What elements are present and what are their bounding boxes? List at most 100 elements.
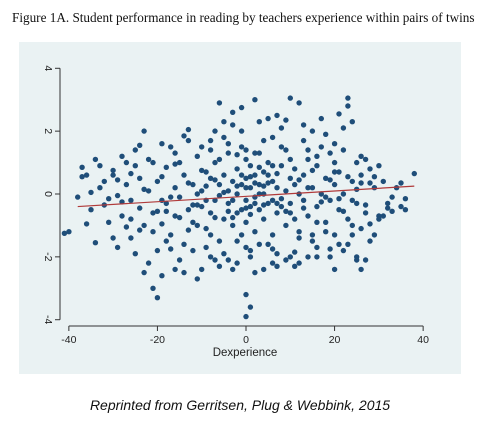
data-point xyxy=(314,254,320,260)
data-point xyxy=(137,142,143,148)
data-point xyxy=(207,147,214,153)
data-point xyxy=(225,257,231,263)
data-point xyxy=(296,191,302,197)
data-point xyxy=(172,161,178,167)
data-point xyxy=(269,197,276,203)
data-point xyxy=(318,199,324,205)
data-point xyxy=(221,134,227,141)
data-point xyxy=(66,229,72,235)
data-point xyxy=(327,254,333,260)
data-point xyxy=(207,254,214,260)
data-point xyxy=(150,159,156,166)
data-point xyxy=(141,222,147,229)
data-point xyxy=(92,156,99,163)
data-point xyxy=(252,200,258,207)
data-point xyxy=(216,238,223,244)
data-point xyxy=(287,254,293,260)
data-point xyxy=(199,266,205,273)
data-point xyxy=(163,200,169,207)
data-point xyxy=(269,163,276,169)
data-point xyxy=(358,225,364,232)
data-point xyxy=(247,247,254,254)
data-point xyxy=(230,222,236,229)
data-point xyxy=(314,163,320,169)
data-point xyxy=(336,207,342,213)
data-point xyxy=(340,125,347,131)
data-point xyxy=(230,122,236,128)
data-point xyxy=(247,211,254,218)
data-point xyxy=(252,150,258,156)
data-point xyxy=(314,153,320,159)
data-point xyxy=(411,170,417,177)
data-point xyxy=(216,181,223,188)
data-point xyxy=(230,214,236,221)
data-point xyxy=(371,185,378,191)
data-point xyxy=(296,260,302,266)
data-point xyxy=(221,251,227,257)
data-point xyxy=(230,109,236,116)
data-point xyxy=(287,95,293,101)
data-point xyxy=(203,169,209,175)
data-point xyxy=(234,183,240,189)
data-point xyxy=(274,263,280,269)
data-point xyxy=(349,197,355,203)
data-point xyxy=(331,181,338,188)
data-point xyxy=(88,207,94,213)
data-point xyxy=(225,150,231,156)
data-point xyxy=(194,276,200,282)
data-point xyxy=(106,219,112,225)
data-point xyxy=(367,180,373,186)
data-point xyxy=(265,241,271,247)
data-point xyxy=(194,153,200,159)
data-point xyxy=(269,246,276,252)
data-point xyxy=(150,229,156,235)
data-point xyxy=(256,241,262,247)
data-point xyxy=(274,112,280,119)
data-point xyxy=(190,181,196,188)
data-point xyxy=(283,147,289,153)
data-point xyxy=(327,197,333,203)
data-point xyxy=(354,257,360,263)
data-point xyxy=(114,244,121,251)
data-point xyxy=(159,174,165,180)
data-point xyxy=(172,266,178,273)
data-point xyxy=(230,178,236,185)
data-point xyxy=(265,115,271,122)
data-point xyxy=(216,263,223,269)
data-point xyxy=(380,178,386,185)
data-point xyxy=(358,172,364,178)
data-point xyxy=(252,180,258,186)
data-point xyxy=(163,208,169,214)
data-point xyxy=(296,229,302,235)
data-point xyxy=(185,137,192,144)
data-point xyxy=(61,230,68,236)
data-point xyxy=(243,156,249,163)
data-point xyxy=(137,227,143,233)
data-point xyxy=(212,177,218,183)
data-point xyxy=(168,194,174,200)
data-point xyxy=(207,137,214,144)
data-point xyxy=(141,186,147,192)
data-point xyxy=(212,214,218,221)
data-point xyxy=(225,208,231,214)
data-point xyxy=(278,203,285,210)
data-point xyxy=(389,208,395,214)
data-point xyxy=(83,172,90,178)
data-point xyxy=(323,229,329,235)
data-point xyxy=(300,197,307,203)
fit-layer xyxy=(77,185,415,208)
data-point xyxy=(367,221,373,227)
y-tick-label: 0 xyxy=(42,191,54,197)
data-point xyxy=(331,232,338,238)
data-point xyxy=(243,205,249,211)
data-point xyxy=(336,196,342,202)
data-point xyxy=(199,144,205,150)
data-point xyxy=(159,141,165,147)
data-point xyxy=(323,175,329,181)
data-point xyxy=(238,232,245,238)
data-point xyxy=(176,159,183,166)
data-point xyxy=(168,144,174,150)
data-point xyxy=(349,178,355,185)
data-point xyxy=(256,181,262,188)
